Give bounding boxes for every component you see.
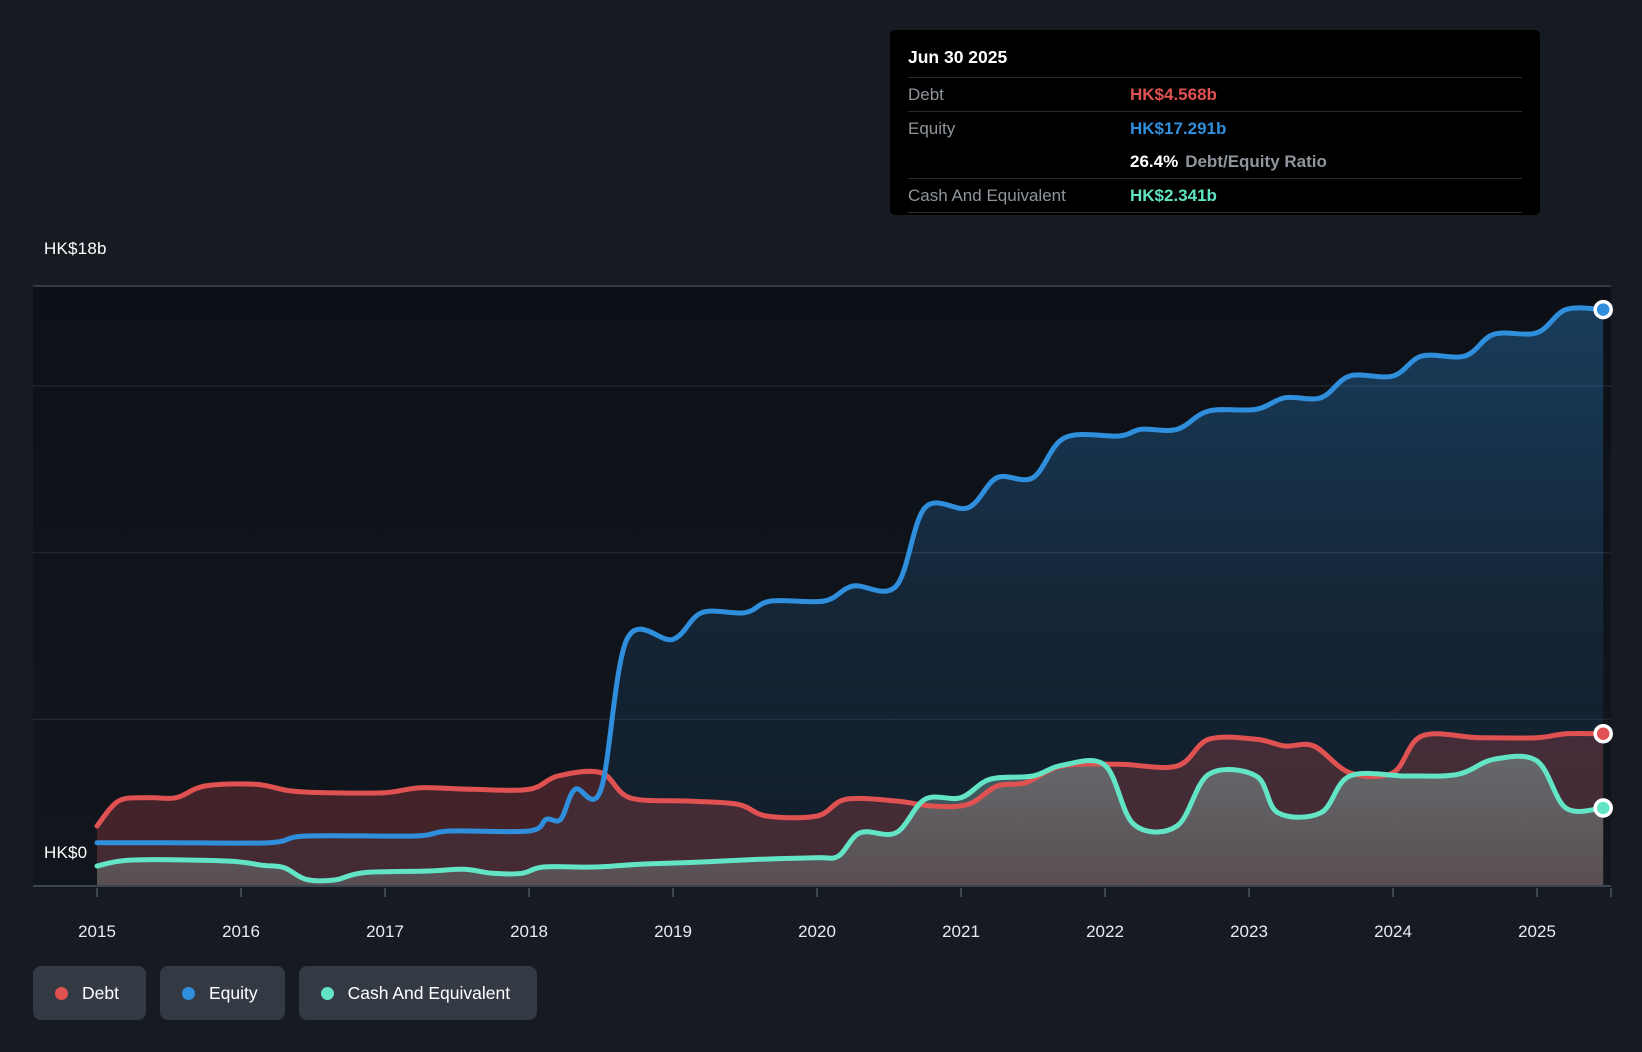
y-axis-zero-label: HK$0 (44, 843, 87, 863)
tooltip-cash-label: Cash And Equivalent (908, 186, 1130, 206)
x-axis-label-2018: 2018 (494, 922, 564, 942)
legend-equity-label: Equity (209, 983, 258, 1004)
tooltip-equity-value: HK$17.291b (1130, 119, 1226, 139)
chart-tooltip: Jun 30 2025 Debt HK$4.568b Equity HK$17.… (890, 30, 1540, 215)
tooltip-debt-label: Debt (908, 85, 1130, 105)
x-axis-label-2022: 2022 (1070, 922, 1140, 942)
debt-equity-chart: HK$18b HK$0 2015 2016 2017 2018 2019 2020 2021… (0, 0, 1642, 1052)
tooltip-row-cash: Cash And Equivalent HK$2.341b (908, 179, 1522, 213)
cash-endpoint-marker (1595, 800, 1611, 816)
x-axis-label-2016: 2016 (206, 922, 276, 942)
legend-debt-label: Debt (82, 983, 119, 1004)
x-axis-label-2017: 2017 (350, 922, 420, 942)
cash-dot-icon (321, 987, 334, 1000)
x-axis-label-2021: 2021 (926, 922, 996, 942)
tooltip-equity-label: Equity (908, 119, 1130, 139)
x-axis-label-2023: 2023 (1214, 922, 1284, 942)
x-axis-label-2019: 2019 (638, 922, 708, 942)
x-axis-label-2024: 2024 (1358, 922, 1428, 942)
tooltip-row-debt: Debt HK$4.568b (908, 78, 1522, 112)
chart-legend: Debt Equity Cash And Equivalent (33, 966, 537, 1020)
x-axis-label-2020: 2020 (782, 922, 852, 942)
debt-dot-icon (55, 987, 68, 1000)
tooltip-ratio-label: Debt/Equity Ratio (1185, 152, 1327, 171)
debt-endpoint-marker (1595, 726, 1611, 742)
tooltip-ratio: 26.4% Debt/Equity Ratio (1130, 152, 1327, 172)
tooltip-ratio-value: 26.4% (1130, 152, 1178, 171)
tooltip-cash-value: HK$2.341b (1130, 186, 1217, 206)
tooltip-row-equity: Equity HK$17.291b (908, 112, 1522, 145)
legend-item-cash[interactable]: Cash And Equivalent (299, 966, 537, 1020)
equity-endpoint-marker (1595, 302, 1611, 318)
x-axis-label-2025: 2025 (1502, 922, 1572, 942)
y-axis-top-label: HK$18b (44, 239, 107, 259)
x-axis-label-2015: 2015 (62, 922, 132, 942)
legend-item-debt[interactable]: Debt (33, 966, 146, 1020)
legend-item-equity[interactable]: Equity (160, 966, 285, 1020)
legend-cash-label: Cash And Equivalent (348, 983, 510, 1004)
tooltip-date: Jun 30 2025 (908, 40, 1522, 78)
tooltip-row-ratio: 26.4% Debt/Equity Ratio (908, 145, 1522, 179)
tooltip-debt-value: HK$4.568b (1130, 85, 1217, 105)
equity-dot-icon (182, 987, 195, 1000)
